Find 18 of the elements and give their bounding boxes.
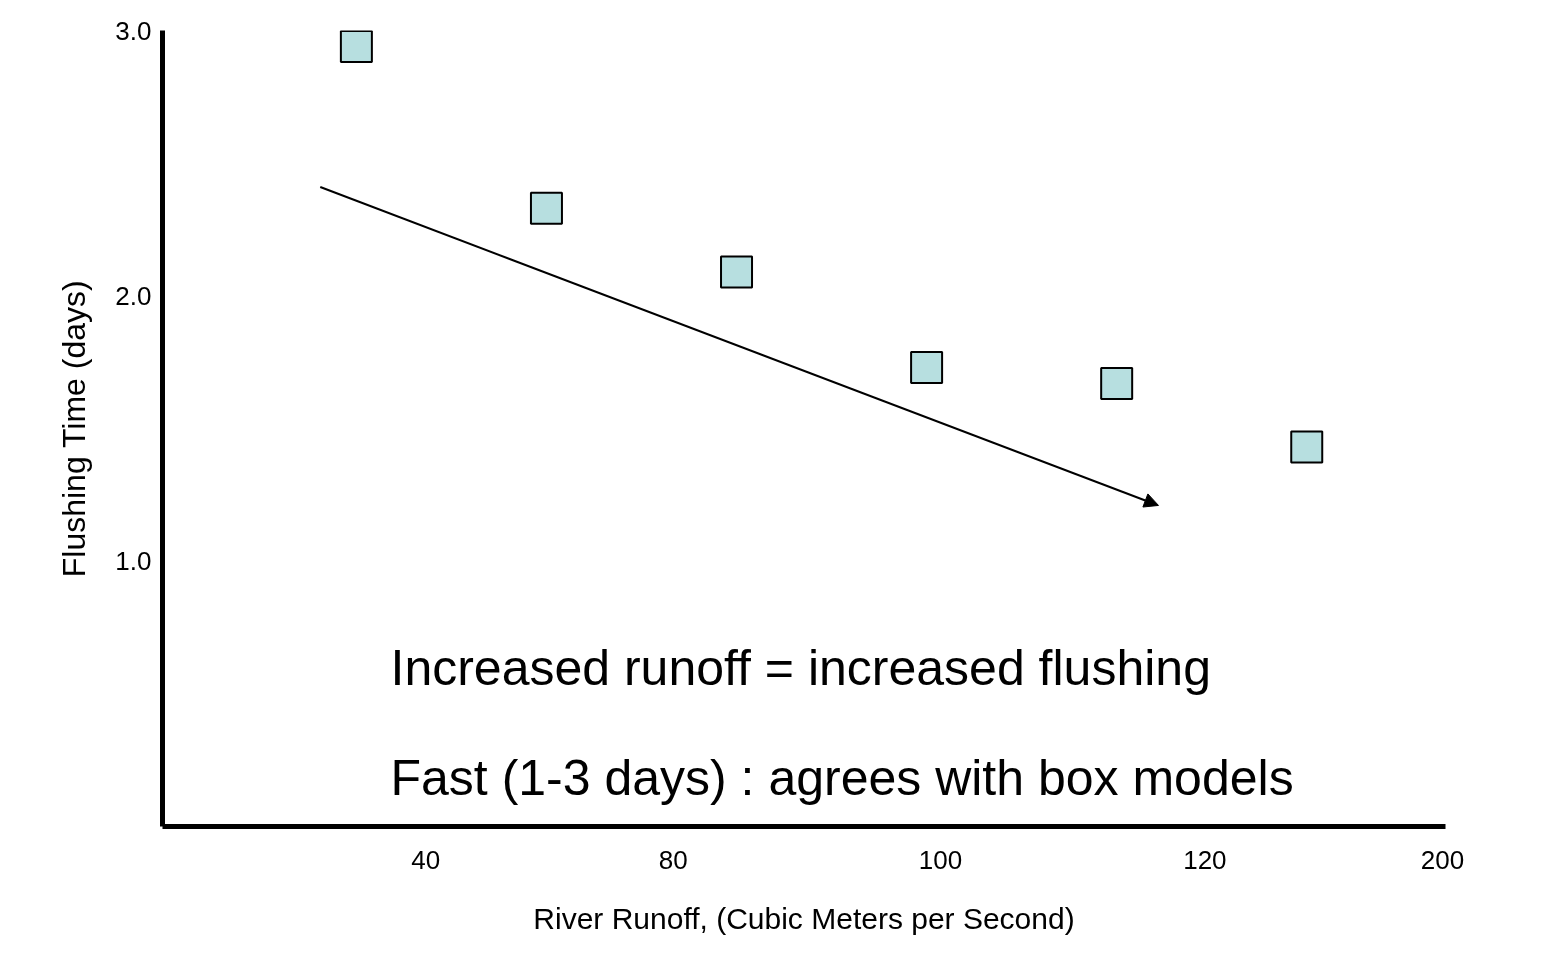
- point: [1100, 366, 1134, 400]
- y-tick-label: 2.0: [115, 280, 152, 311]
- y-axis-title: Flushing Time (days): [56, 280, 93, 578]
- point: [910, 350, 944, 384]
- point: [339, 30, 373, 63]
- point: [529, 191, 563, 225]
- x-axis-title: River Runoff, (Cubic Meters per Second): [533, 901, 1075, 935]
- text: 80: [658, 844, 688, 875]
- annotation: Increased runoff = increased flushing: [390, 639, 1211, 696]
- text: 200: [1420, 844, 1465, 875]
- text: 40: [411, 844, 441, 875]
- y-tick-label: 1.0: [115, 546, 152, 577]
- annotation: Fast (1-3 days) : agrees with box models: [390, 749, 1294, 806]
- y-tick-label: 3.0: [115, 15, 152, 46]
- point: [720, 255, 754, 289]
- point: [1290, 430, 1324, 464]
- text: 120: [1183, 844, 1227, 875]
- text: 100: [918, 844, 963, 875]
